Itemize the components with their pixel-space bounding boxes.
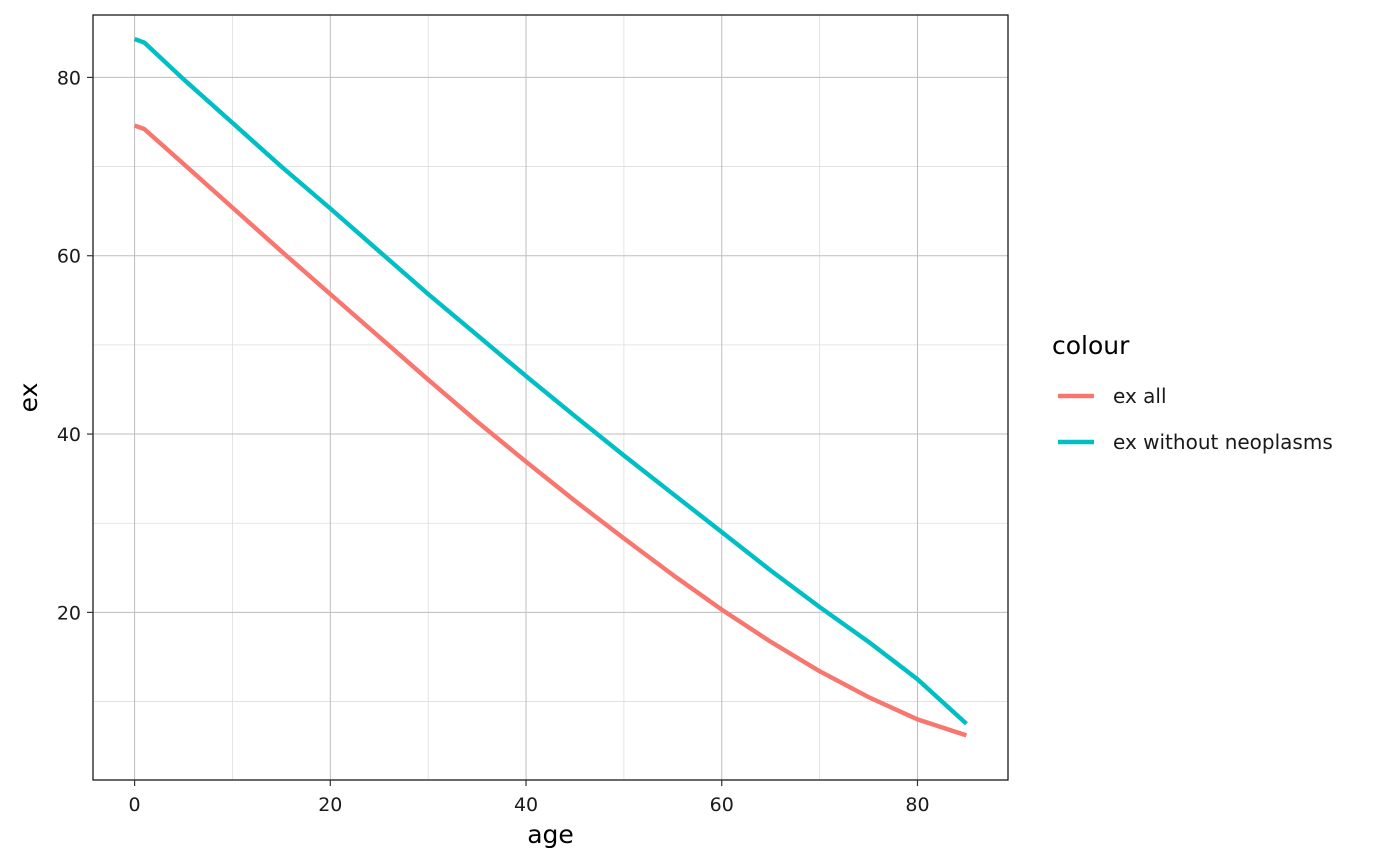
y-axis-title: ex <box>14 383 43 413</box>
plot-panel-border <box>92 14 1009 781</box>
y-tick-label: 40 <box>57 424 81 446</box>
x-tick-label: 60 <box>710 794 734 816</box>
legend: colour ex all ex without neoplasms <box>1052 331 1333 454</box>
x-tick-label: 20 <box>318 794 342 816</box>
legend-items: ex all ex without neoplasms <box>1058 384 1333 454</box>
y-axis-ticks: 20 40 60 80 <box>57 67 93 624</box>
x-axis-ticks: 0 20 40 60 80 <box>129 780 930 816</box>
y-tick-label: 60 <box>57 246 81 268</box>
x-tick-label: 0 <box>129 794 141 816</box>
series-line-2 <box>133 37 968 726</box>
legend-title: colour <box>1052 331 1130 360</box>
x-tick-label: 80 <box>905 794 929 816</box>
y-tick-label: 80 <box>57 67 81 89</box>
series-line-1 <box>133 123 968 738</box>
x-tick-label: 40 <box>514 794 538 816</box>
minor-gridlines <box>93 15 1008 780</box>
y-tick-label: 20 <box>57 602 81 624</box>
series-lines <box>133 37 968 738</box>
legend-label-1: ex all <box>1113 384 1167 408</box>
major-gridlines <box>93 15 1008 780</box>
x-axis-title: age <box>527 820 574 849</box>
legend-label-2: ex without neoplasms <box>1113 430 1333 454</box>
